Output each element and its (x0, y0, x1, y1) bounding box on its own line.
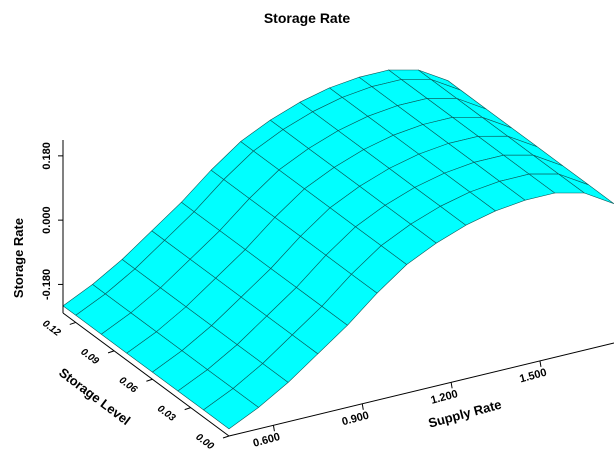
y-tick-label: 0.03 (155, 403, 178, 424)
z-tick-label: 0.180 (41, 142, 53, 170)
y-tick-label: 0.06 (117, 375, 140, 396)
x-tick-mark (450, 382, 453, 389)
surface-plot (62, 69, 614, 430)
x-tick-label: 1.500 (518, 367, 548, 386)
y-tick-mark (69, 321, 76, 325)
z-tick-label: 0.000 (41, 206, 53, 234)
y-tick-mark (222, 435, 230, 439)
x-tick-mark (539, 360, 542, 367)
y-tick-label: 0.00 (193, 432, 216, 453)
y-tick-mark (146, 378, 153, 382)
z-tick-label: -0.180 (41, 269, 53, 300)
x-tick-label: 0.600 (252, 431, 282, 450)
y-tick-mark (184, 407, 191, 411)
x-tick-label: 1.200 (429, 388, 459, 407)
x-tick-mark (361, 403, 364, 410)
surface-patch (558, 173, 614, 204)
y-tick-label: 0.09 (78, 347, 101, 368)
chart-title: Storage Rate (264, 10, 351, 26)
x-axis-line (228, 342, 614, 437)
y-axis-label: Storage Level (56, 365, 133, 428)
y-tick-label: 0.12 (40, 318, 63, 339)
z-axis-ticks: -0.180 0.000 0.180 (41, 142, 63, 300)
x-tick-label: 0.900 (341, 410, 371, 429)
z-axis-label: Storage Rate (11, 218, 26, 298)
y-tick-mark (107, 350, 115, 354)
y-axis-line (62, 312, 230, 437)
x-tick-mark (272, 425, 275, 432)
